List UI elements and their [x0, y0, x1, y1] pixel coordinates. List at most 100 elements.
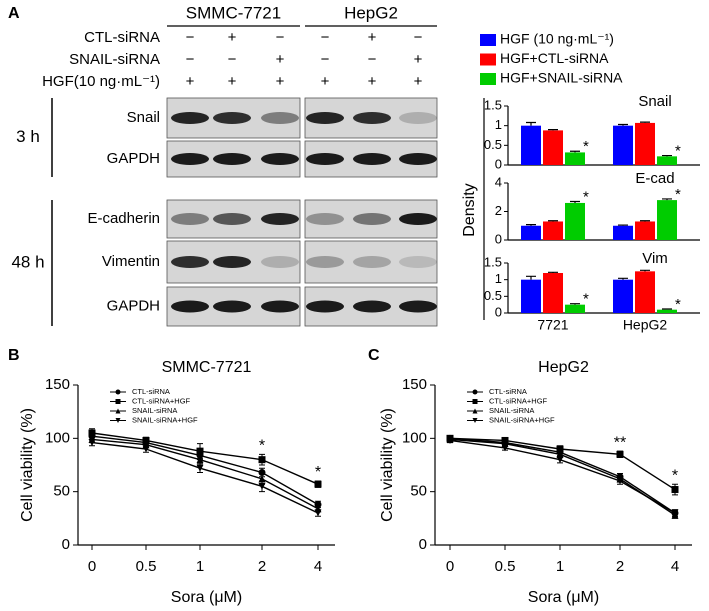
blot-band: [171, 112, 209, 124]
legend-label: HGF+CTL-siRNA: [500, 50, 609, 66]
condition-sign: +: [321, 73, 330, 90]
significance: *: [672, 467, 678, 484]
significance: *: [583, 291, 589, 308]
blot-panel: [304, 240, 438, 284]
blot-band: [261, 300, 299, 313]
condition-label: SNAIL-siRNA: [69, 51, 160, 68]
y-tick-label: 150: [402, 376, 427, 393]
bar: [521, 225, 541, 240]
marker: [472, 399, 478, 404]
error-bar: [548, 129, 558, 131]
condition-sign: −: [321, 29, 330, 46]
y-tick-label: 0: [495, 304, 502, 319]
bar: [635, 122, 655, 165]
significance: *: [675, 186, 681, 203]
blot-band: [306, 153, 344, 165]
condition-label: HGF(10 ng·mL⁻¹): [42, 73, 160, 90]
x-tick-label: HepG2: [623, 317, 668, 333]
bar: [613, 279, 633, 313]
condition-sign: −: [414, 29, 423, 46]
blot-band: [306, 112, 344, 124]
y-tick-label: 2: [495, 203, 502, 218]
panel-title: Vim: [642, 250, 668, 267]
condition-sign: −: [321, 51, 330, 68]
condition-sign: +: [228, 73, 237, 90]
legend-label: SNAIL-siRNA+HGF: [489, 415, 555, 424]
x-tick-label: 0.5: [495, 558, 516, 575]
blot-band: [171, 300, 209, 313]
error-bar: [618, 123, 628, 126]
bar: [543, 221, 563, 240]
blot-band: [261, 213, 299, 225]
y-axis-label: Cell viability (%): [379, 408, 396, 522]
marker: [556, 445, 564, 453]
condition-sign: −: [368, 51, 377, 68]
blot-band: [171, 153, 209, 165]
error-bar: [618, 224, 628, 226]
significance: *: [259, 438, 265, 455]
marker: [258, 456, 266, 464]
blot-band: [213, 153, 251, 165]
x-tick-label: 0: [88, 558, 96, 575]
error-bar: [570, 150, 580, 153]
marker: [142, 445, 150, 453]
cell-line-label: HepG2: [344, 3, 398, 22]
x-tick-label: 4: [314, 558, 322, 575]
marker: [314, 480, 322, 488]
y-tick-label: 100: [402, 429, 427, 446]
blot-band: [353, 112, 391, 124]
blot-row-label: Vimentin: [102, 253, 160, 270]
marker: [671, 486, 679, 494]
condition-label: CTL-siRNA: [84, 29, 160, 46]
blot-band: [213, 256, 251, 268]
blot-band: [353, 213, 391, 225]
blot-band: [261, 256, 299, 268]
time-label: 48 h: [11, 252, 44, 271]
significance: *: [583, 188, 589, 205]
marker: [115, 418, 121, 423]
blot-band: [399, 256, 437, 268]
marker: [258, 482, 266, 490]
marker: [616, 450, 624, 458]
marker: [314, 500, 322, 508]
bar: [543, 130, 563, 165]
bar: [657, 309, 677, 313]
marker: [115, 389, 121, 395]
y-tick-label: 150: [45, 376, 70, 393]
marker: [258, 468, 266, 476]
bar: [565, 304, 585, 313]
marker: [501, 444, 509, 452]
marker: [115, 399, 121, 404]
marker: [446, 436, 454, 444]
legend-label: SNAIL-siRNA: [132, 406, 177, 415]
condition-sign: −: [186, 51, 195, 68]
chart-title: HepG2: [538, 359, 589, 376]
legend-swatch: [480, 53, 496, 66]
y-tick-label: 1.5: [484, 254, 502, 269]
blot-band: [213, 300, 251, 313]
error-bar: [526, 275, 536, 280]
significance: *: [315, 464, 321, 481]
error-bar: [618, 277, 628, 280]
bar: [543, 273, 563, 313]
time-label: 3 h: [16, 127, 40, 146]
y-axis-label: Cell viability (%): [19, 408, 36, 522]
bar: [521, 279, 541, 313]
blot-band: [399, 112, 437, 124]
condition-sign: +: [276, 73, 285, 90]
condition-sign: +: [276, 51, 285, 68]
significance: **: [614, 434, 626, 451]
y-axis-label: Density: [461, 183, 478, 236]
blot-band: [213, 213, 251, 225]
y-tick-label: 4: [495, 174, 502, 189]
legend-label: CTL-siRNA: [132, 387, 170, 396]
y-tick-label: 1: [495, 271, 502, 286]
legend-swatch: [480, 73, 496, 85]
y-tick-label: 0: [419, 536, 427, 553]
x-tick-label: 1: [556, 558, 564, 575]
legend-label: CTL-siRNA: [489, 387, 527, 396]
marker: [115, 408, 121, 414]
legend-label: HGF (10 ng·mL⁻¹): [500, 31, 614, 47]
marker: [671, 509, 679, 517]
